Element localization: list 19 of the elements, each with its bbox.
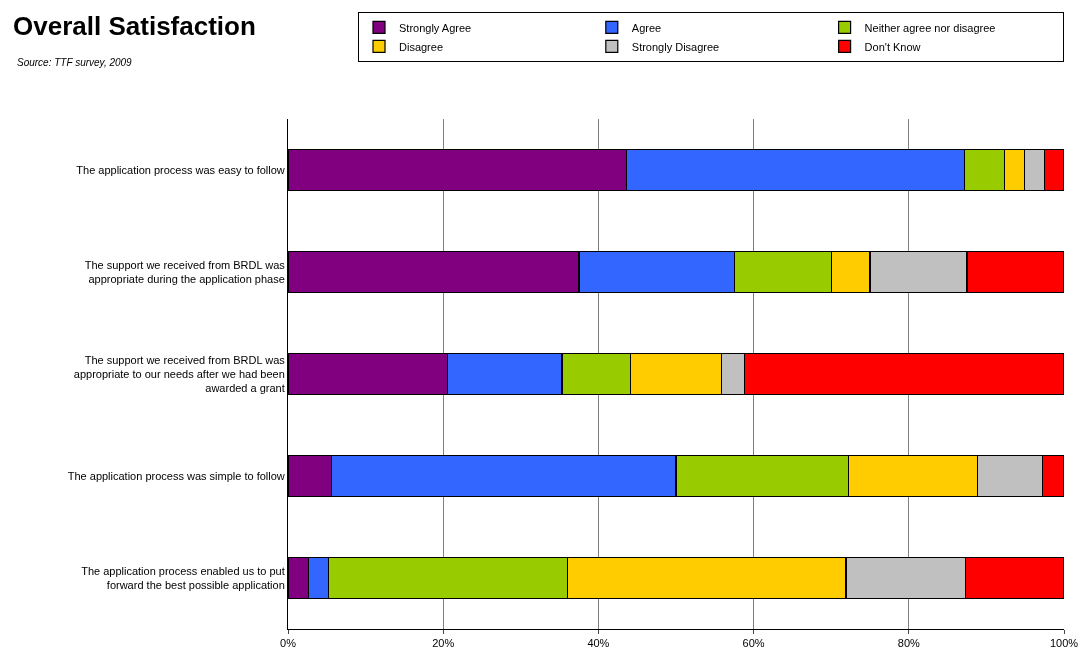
x-tick-label: 100%: [1049, 637, 1079, 650]
legend-label: Strongly Disagree: [631, 40, 720, 53]
y-tick-label: The support we received from BRDL was appropriate to our needs after we had been awarded a grant: [73, 353, 286, 395]
x-tick-label: 40%: [587, 637, 610, 650]
legend-label: Strongly Agree: [399, 21, 472, 34]
y-tick-label: The support we received from BRDL was appropriate during the application phase: [84, 258, 286, 285]
legend-label: Neither agree nor disagree: [864, 21, 996, 34]
chart-title: Overall Satisfaction: [13, 10, 256, 41]
legend-label: Disagree: [399, 40, 444, 53]
x-tick-label: 80%: [897, 637, 921, 650]
legend-label: Don't Know: [864, 40, 921, 53]
y-tick-label: The application process enabled us to put forward the best possible application: [81, 564, 285, 591]
y-tick-label: The application process was simple to follow: [67, 469, 285, 482]
x-tick-label: 20%: [432, 637, 455, 650]
legend-label: Agree: [631, 21, 662, 34]
x-tick-label: 0%: [280, 637, 297, 650]
y-tick-label: The application process was easy to follow: [76, 163, 285, 176]
source-note: Source: TTF survey, 2009: [17, 57, 133, 68]
x-tick-label: 60%: [742, 637, 765, 650]
